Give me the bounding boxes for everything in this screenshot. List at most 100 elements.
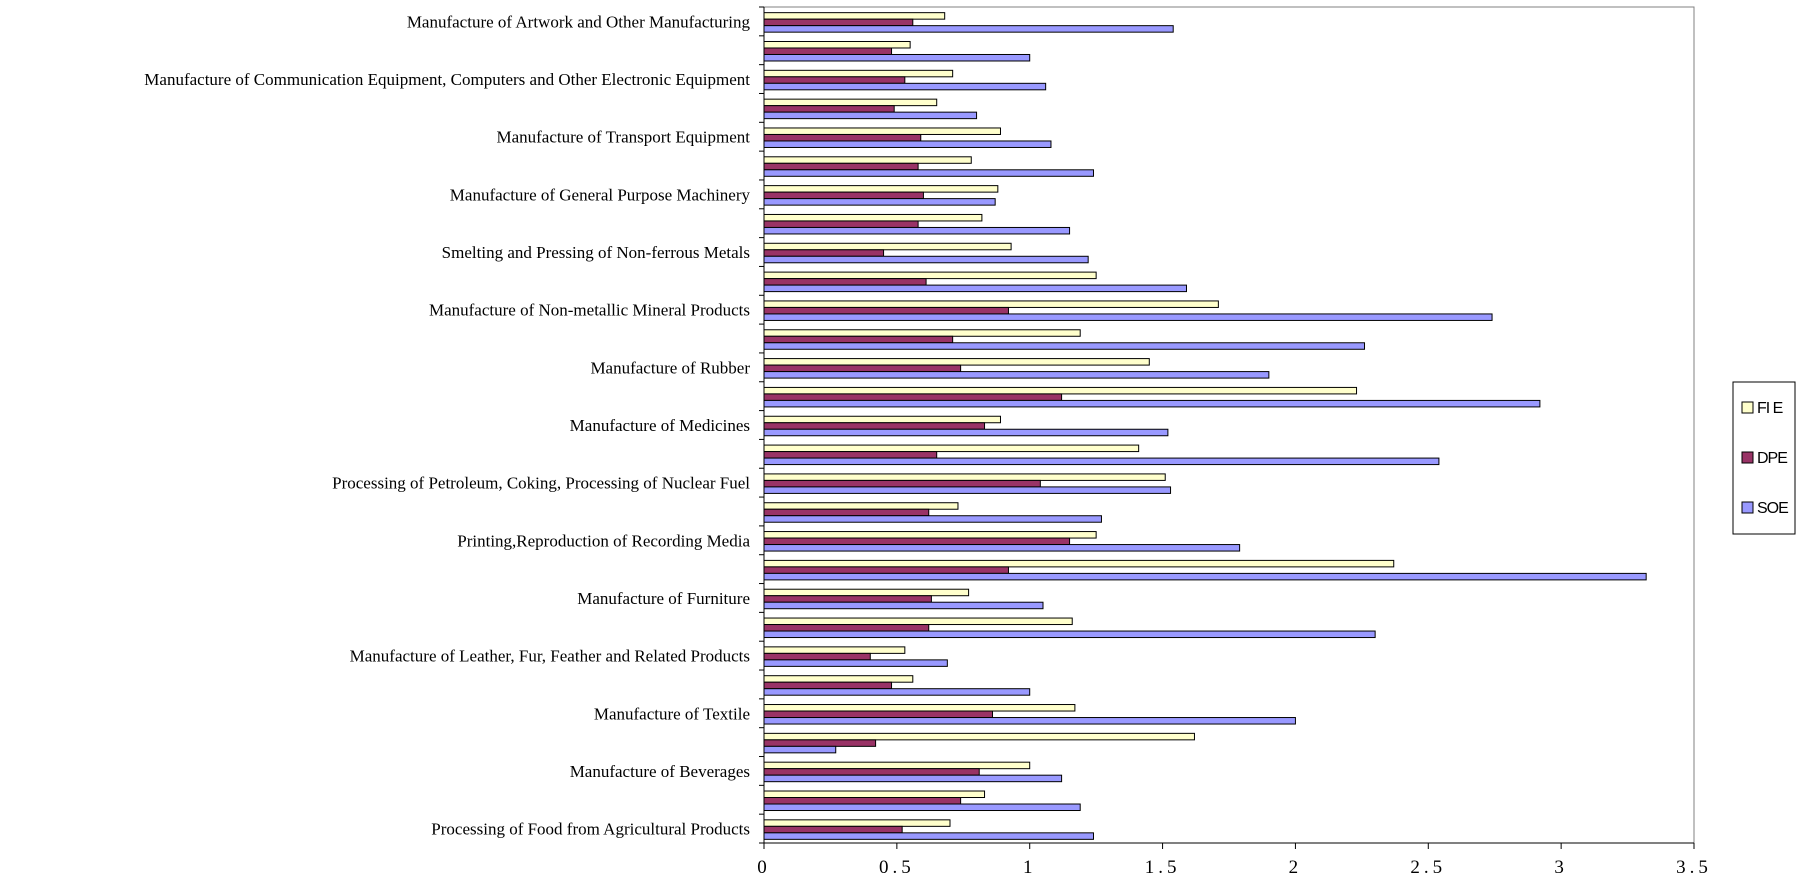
bar-fie-19 [763,271,1097,280]
bar-soe-25 [763,111,978,120]
bar-fie-7 [763,617,1073,626]
bar-dpe-3 [763,739,877,747]
bar-soe-16 [763,371,1270,379]
category-label-24: Manufacture of Transport Equipment [496,128,750,147]
bar-soe-14 [763,428,1169,437]
bar-soe-27 [763,53,1031,62]
x-tick-label-0: 0 [757,857,771,878]
legend-swatch-dpe [1741,451,1754,464]
category-label-6: Manufacture of Leather, Fur, Feather and… [350,647,750,666]
bar-soe-17 [763,342,1366,350]
bar-soe-21 [763,226,1071,235]
bar-soe-8 [763,601,1044,610]
bar-fie-3 [763,732,1195,741]
bar-dpe-10 [763,537,1071,546]
category-label-16: Manufacture of Rubber [590,358,750,377]
bar-dpe-12 [763,479,1041,488]
bar-dpe-11 [763,508,930,517]
bar-soe-22 [763,198,996,206]
category-label-14: Manufacture of Medicines [570,416,750,435]
legend-swatch-fie [1741,401,1754,414]
bar-dpe-18 [763,306,1009,315]
bar-dpe-26 [763,76,906,84]
bar-dpe-15 [763,393,1063,401]
bar-fie-0 [763,819,951,827]
bar-fie-2 [763,761,1031,770]
bar-soe-15 [763,399,1541,408]
category-label-12: Processing of Petroleum, Coking, Process… [332,474,750,493]
bar-soe-13 [763,457,1440,466]
bar-soe-0 [763,832,1094,840]
bar-soe-24 [763,140,1052,148]
bar-fie-22 [763,185,999,193]
category-label-10: Printing,Reproduction of Recording Media [457,531,750,550]
bar-dpe-24 [763,133,922,142]
legend-label-dpe: DPE [1757,450,1787,467]
bar-soe-18 [763,313,1493,321]
bar-fie-4 [763,704,1076,712]
bar-fie-8 [763,588,970,597]
x-tick-label-7: 3.5 [1676,857,1712,878]
bar-fie-9 [763,559,1395,568]
bar-fie-10 [763,531,1097,539]
bar-fie-20 [763,242,1012,251]
category-label-0: Processing of Food from Agricultural Pro… [431,820,750,839]
bar-dpe-7 [763,624,930,632]
bar-soe-10 [763,544,1241,552]
bar-fie-28 [763,12,946,20]
bar-dpe-9 [763,566,1009,574]
bar-fie-11 [763,502,959,510]
bar-dpe-6 [763,652,871,661]
bar-fie-24 [763,127,1001,135]
bar-fie-16 [763,358,1150,366]
bar-fie-13 [763,444,1140,453]
bar-fie-23 [763,156,972,164]
bar-dpe-4 [763,710,994,719]
bar-fie-27 [763,40,911,49]
bar-fie-1 [763,790,986,799]
x-tick-label-5: 2.5 [1410,857,1446,878]
category-label-4: Manufacture of Textile [594,704,750,723]
bar-soe-26 [763,82,1047,91]
bar-soe-4 [763,717,1296,725]
legend-label-fie: FI E [1757,400,1783,417]
bar-soe-12 [763,486,1172,494]
bar-fie-15 [763,386,1358,395]
bar-dpe-17 [763,335,954,344]
bar-fie-12 [763,473,1166,481]
category-label-8: Manufacture of Furniture [577,589,750,608]
bar-dpe-0 [763,825,903,834]
bar-fie-5 [763,675,914,683]
bar-fie-18 [763,300,1219,308]
bar-soe-5 [763,688,1031,696]
bar-dpe-2 [763,768,980,776]
bar-dpe-20 [763,249,885,257]
category-label-28: Manufacture of Artwork and Other Manufac… [407,12,751,31]
category-label-18: Manufacture of Non-metallic Mineral Prod… [429,301,750,320]
bar-soe-20 [763,255,1089,264]
bar-fie-26 [763,69,954,78]
bar-soe-6 [763,659,948,667]
legend-swatch-soe [1741,501,1754,514]
bar-soe-1 [763,803,1081,812]
bar-fie-14 [763,415,1001,424]
bar-soe-2 [763,774,1063,783]
bar-soe-23 [763,169,1094,177]
bar-dpe-28 [763,18,914,27]
bar-soe-19 [763,284,1187,293]
category-label-20: Smelting and Pressing of Non-ferrous Met… [442,243,750,262]
bar-soe-11 [763,515,1102,523]
category-label-2: Manufacture of Beverages [570,762,750,781]
bar-dpe-27 [763,47,893,55]
category-label-22: Manufacture of General Purpose Machinery [450,185,751,204]
category-label-26: Manufacture of Communication Equipment, … [144,70,750,89]
x-tick-label-4: 2 [1289,857,1303,878]
x-tick-label-2: 1 [1023,857,1037,878]
legend-label-soe: SOE [1757,500,1788,517]
bar-dpe-19 [763,278,927,286]
x-tick-label-3: 1.5 [1145,857,1181,878]
bar-fie-6 [763,646,906,654]
bar-soe-7 [763,630,1376,639]
